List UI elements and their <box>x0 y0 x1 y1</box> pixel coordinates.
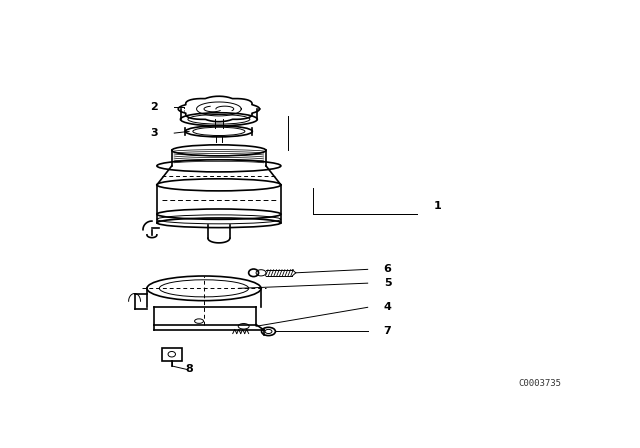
Text: 1: 1 <box>433 201 441 211</box>
Text: 8: 8 <box>185 364 193 375</box>
Text: 4: 4 <box>383 302 392 312</box>
Text: 6: 6 <box>383 264 392 274</box>
Text: 7: 7 <box>383 327 392 336</box>
Text: 2: 2 <box>150 102 158 112</box>
Text: 5: 5 <box>384 278 391 288</box>
Text: 3: 3 <box>150 128 158 138</box>
Text: C0003735: C0003735 <box>518 379 561 388</box>
